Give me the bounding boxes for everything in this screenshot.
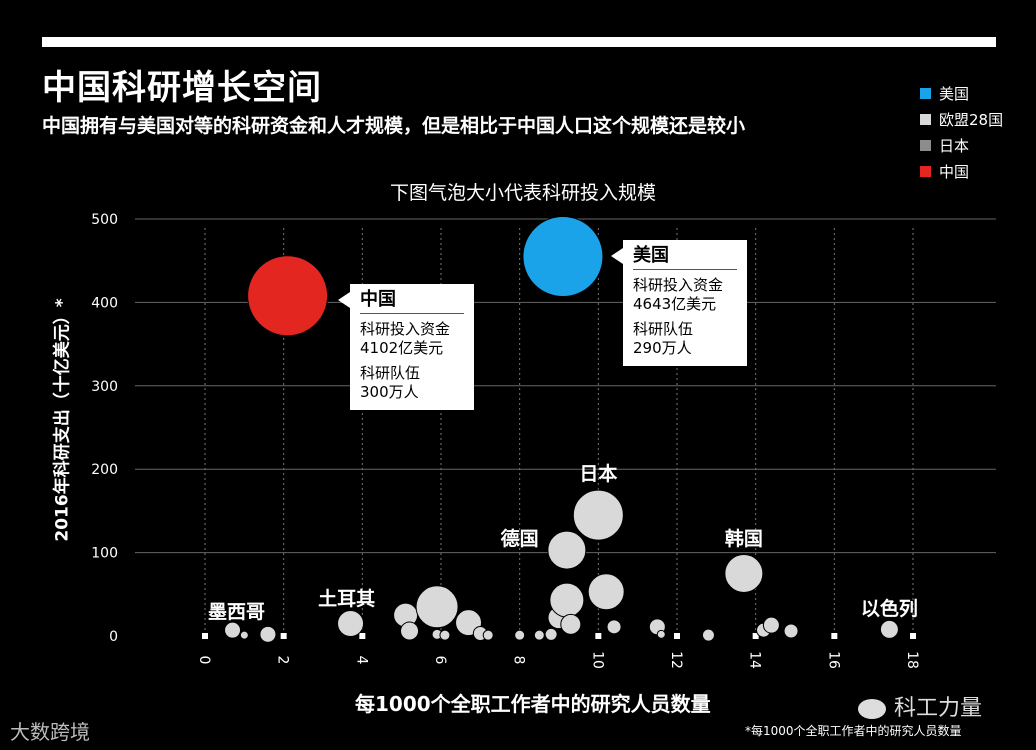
bubble (762, 616, 780, 634)
watermark-left-text: 大数跨境 (10, 720, 90, 744)
country-label: 墨西哥 (207, 600, 265, 623)
bubble (606, 619, 622, 635)
callout-us-team-value: 290万人 (633, 339, 692, 357)
legend-swatch-eu (920, 113, 931, 125)
callout-us-spend-value: 4643亿美元 (633, 295, 717, 313)
callout-china-team: 科研队伍 300万人 (360, 364, 464, 402)
chart-title: 下图气泡大小代表科研投入规模 (390, 182, 657, 204)
top-rule (42, 37, 996, 47)
callout-china: 中国 科研投入资金 4102亿美元 科研队伍 300万人 (338, 284, 474, 410)
x-tick-mark (910, 633, 916, 639)
country-label: 土耳其 (318, 588, 376, 611)
bubble (400, 621, 420, 641)
bubble (560, 613, 582, 635)
x-tick-label: 6 (432, 656, 448, 665)
bubble (549, 582, 585, 618)
bubble (587, 573, 625, 611)
x-tick-mark (674, 633, 680, 639)
country-label: 德国 (500, 527, 539, 550)
callout-us-spend: 科研投入资金 4643亿美元 (633, 276, 737, 314)
callout-us-team-label: 科研队伍 (633, 320, 694, 338)
bubble (572, 489, 624, 541)
wechat-icon (858, 699, 886, 719)
legend-label-china: 中国 (939, 162, 970, 181)
bubble (522, 216, 604, 298)
legend-label-us: 美国 (939, 84, 970, 103)
x-tick-label: 2 (275, 656, 291, 665)
bubble (656, 629, 666, 639)
bubble (724, 553, 764, 593)
bubble (514, 629, 526, 641)
bubble (879, 619, 899, 639)
y-tick-label: 0 (109, 629, 118, 645)
country-label: 韩国 (724, 527, 763, 550)
bubble (259, 625, 277, 643)
x-tick-label: 8 (511, 656, 527, 665)
x-tick-label: 16 (825, 651, 841, 669)
watermark-right-text: 科工力量 (894, 696, 983, 721)
callout-us-team: 科研队伍 290万人 (633, 320, 737, 358)
bubble (544, 627, 558, 641)
legend-swatch-us (920, 87, 931, 99)
bubble (701, 628, 715, 642)
bubble (482, 629, 494, 641)
y-tick-label: 100 (91, 546, 118, 562)
footnote: *每1000个全职工作者中的研究人员数量 (745, 724, 962, 738)
x-tick-label: 10 (589, 651, 605, 669)
bubble (783, 623, 799, 639)
x-tick-label: 12 (668, 651, 684, 669)
y-tick-label: 500 (91, 212, 118, 228)
callout-us: 美国 科研投入资金 4643亿美元 科研队伍 290万人 (611, 240, 747, 366)
y-tick-label: 300 (91, 379, 118, 395)
legend-label-japan: 日本 (939, 136, 970, 155)
legend: 美国 欧盟28国 日本 中国 (920, 80, 1003, 184)
callout-us-spend-label: 科研投入资金 (633, 276, 724, 294)
legend-item-japan: 日本 (920, 132, 1003, 158)
callout-us-title: 美国 (633, 246, 737, 270)
legend-item-china: 中国 (920, 158, 1003, 184)
x-tick-label: 0 (196, 656, 212, 665)
callout-china-team-label: 科研队伍 (360, 364, 421, 382)
watermark-right: 科工力量 (858, 690, 982, 722)
page-subtitle: 中国拥有与美国对等的科研资金和人才规模，但是相比于中国人口这个规模还是较小 (42, 115, 746, 137)
callout-china-team-value: 300万人 (360, 383, 419, 401)
x-tick-label: 14 (747, 651, 763, 669)
bubble (439, 629, 451, 641)
callout-china-spend-label: 科研投入资金 (360, 320, 451, 338)
bubble (415, 585, 459, 629)
country-label: 日本 (579, 463, 618, 486)
bubble (224, 621, 242, 639)
callout-china-spend-value: 4102亿美元 (360, 339, 444, 357)
x-tick-label: 4 (353, 656, 369, 665)
x-tick-mark (831, 633, 838, 639)
y-tick-label: 200 (91, 462, 118, 478)
bubble (239, 630, 249, 640)
legend-swatch-china (920, 165, 931, 177)
legend-swatch-japan (920, 139, 931, 151)
legend-item-eu: 欧盟28国 (920, 106, 1003, 132)
bubble (533, 629, 545, 641)
callout-china-spend: 科研投入资金 4102亿美元 (360, 320, 464, 358)
x-tick-mark (359, 633, 366, 639)
legend-label-eu: 欧盟28国 (939, 110, 1004, 129)
callout-china-title: 中国 (360, 290, 464, 314)
y-tick-label: 400 (91, 295, 118, 311)
x-tick-mark (595, 633, 602, 639)
x-tick-mark (280, 633, 287, 639)
watermark-left: 大数跨境 (10, 716, 90, 745)
bubble (337, 609, 365, 637)
page-title: 中国科研增长空间 (42, 68, 322, 108)
country-label: 以色列 (860, 597, 918, 620)
bubble (247, 255, 329, 337)
x-axis-label: 每1000个全职工作者中的研究人员数量 (355, 692, 711, 716)
x-tick-mark (752, 633, 759, 639)
x-tick-label: 18 (904, 651, 920, 669)
legend-item-us: 美国 (920, 80, 1003, 106)
x-tick-mark (202, 633, 208, 639)
bubble (547, 530, 587, 570)
